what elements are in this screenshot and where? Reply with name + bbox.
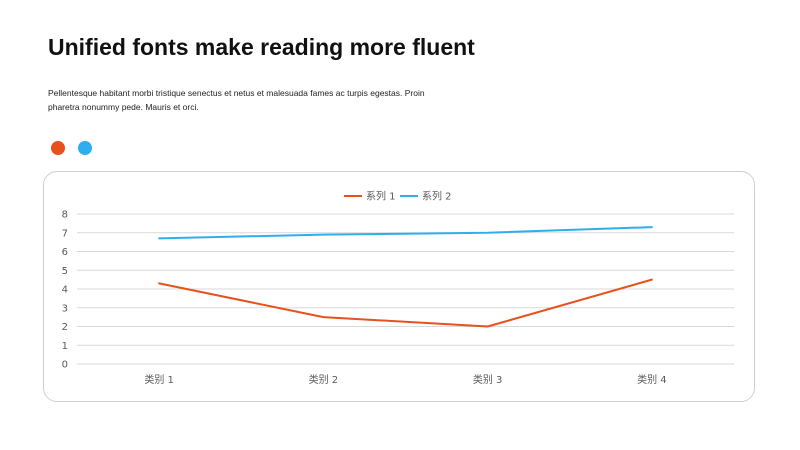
x-tick-label: 类别 1 xyxy=(144,373,174,386)
y-tick-label: 4 xyxy=(62,285,68,296)
y-tick-label: 2 xyxy=(62,322,68,333)
series-line-1 xyxy=(158,278,653,328)
y-tick-label: 7 xyxy=(62,228,68,239)
slide-body-text: Pellentesque habitant morbi tristique se… xyxy=(48,88,425,112)
blue-dot-icon xyxy=(78,141,92,155)
orange-dot-icon xyxy=(51,141,65,155)
chart-card: 0 1 2 3 4 5 6 7 8 类别 1 类别 2 类别 3 类别 4 系列 1 系列 2 xyxy=(43,171,755,402)
legend-label-2: 系列 2 xyxy=(422,190,452,203)
x-tick-label: 类别 2 xyxy=(309,373,339,386)
y-tick-label: 5 xyxy=(62,266,68,277)
line-chart: 0 1 2 3 4 5 6 7 8 类别 1 类别 2 类别 3 类别 4 系列 1 系列 2 xyxy=(62,190,734,386)
series-line-2 xyxy=(158,226,653,240)
legend-label-1: 系列 1 xyxy=(366,190,396,203)
y-tick-label: 0 xyxy=(62,360,68,371)
slide-title: Unified fonts make reading more fluent xyxy=(48,34,475,60)
x-tick-label: 类别 3 xyxy=(473,373,503,386)
y-tick-label: 6 xyxy=(62,247,68,258)
y-tick-label: 3 xyxy=(62,303,68,314)
y-tick-label: 1 xyxy=(62,341,68,352)
y-tick-label: 8 xyxy=(62,210,68,221)
x-tick-label: 类别 4 xyxy=(637,373,667,386)
